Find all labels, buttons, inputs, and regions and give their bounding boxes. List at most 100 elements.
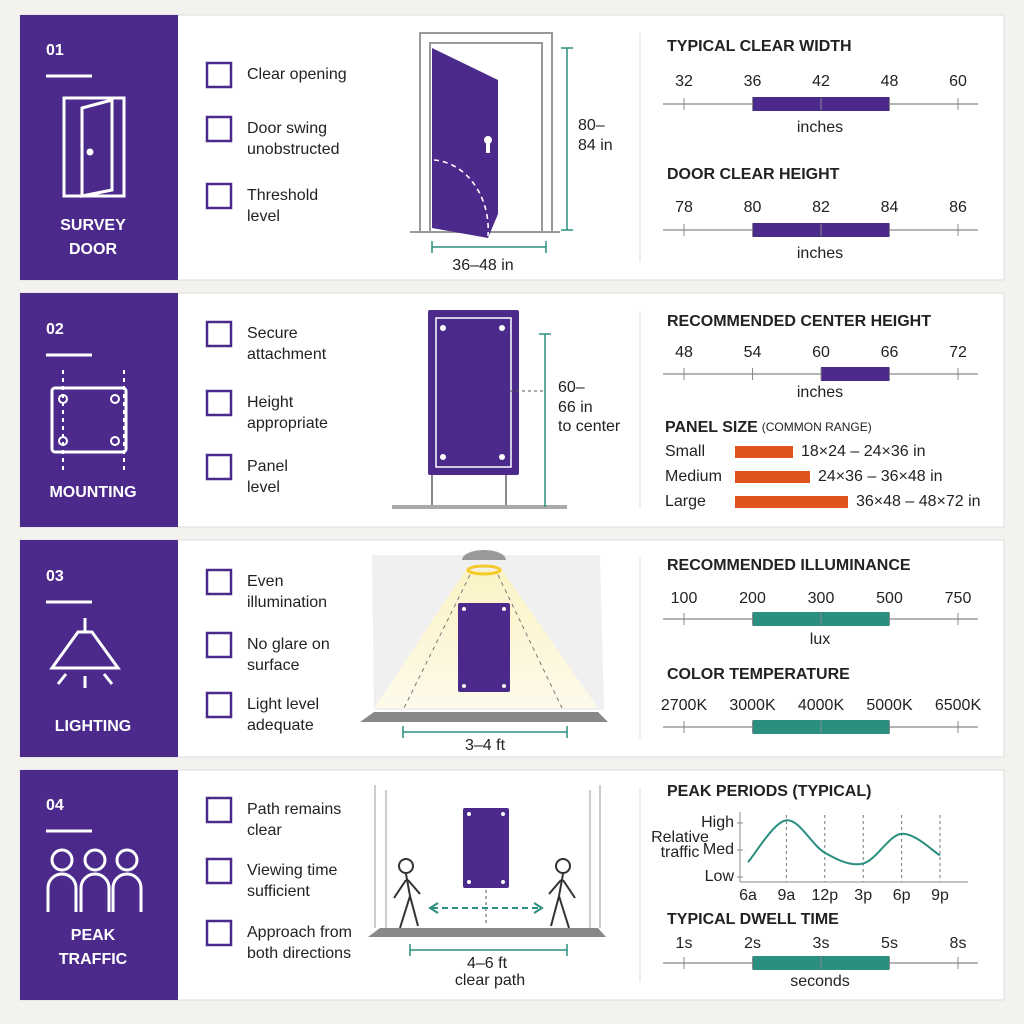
y-tick-label: Low: [705, 868, 735, 885]
scale-title: RECOMMENDED ILLUMINANCE: [667, 557, 911, 574]
checklist-item: Even: [247, 573, 283, 590]
checkbox[interactable]: [205, 389, 233, 417]
checkbox[interactable]: [205, 182, 233, 210]
checkbox[interactable]: [205, 453, 233, 481]
tick-label: 60: [812, 344, 830, 361]
section-number: 04: [46, 797, 64, 814]
checkbox[interactable]: [205, 796, 233, 824]
tick-label: 5s: [881, 935, 898, 952]
checkbox[interactable]: [205, 631, 233, 659]
checklist-item: Viewing time: [247, 862, 338, 879]
x-tick-label: 6p: [893, 887, 911, 904]
tick-label: 3000K: [729, 697, 776, 714]
size-bar: [735, 471, 810, 483]
subtitle-text: (COMMON RANGE): [762, 420, 872, 434]
checklist-item: unobstructed: [247, 141, 340, 158]
checkbox[interactable]: [205, 919, 233, 947]
checklist-item: No glare on: [247, 636, 330, 653]
tick-label: 72: [949, 344, 967, 361]
scale-title: DOOR CLEAR HEIGHT: [667, 166, 840, 183]
checklist-item: attachment: [247, 346, 327, 363]
y-axis-label: Relative: [651, 829, 709, 846]
tick-label: 4000K: [798, 697, 845, 714]
y-axis-label: traffic: [661, 844, 700, 861]
x-tick-label: 12p: [811, 887, 838, 904]
scale-title: RECOMMENDED CENTER HEIGHT: [667, 313, 931, 330]
tick-label: 80: [744, 199, 762, 216]
panel-size-title: PANEL SIZE (COMMON RANGE): [665, 419, 872, 436]
tick-label: 42: [812, 73, 830, 90]
tick-label: 750: [945, 590, 972, 607]
traffic-line: [747, 819, 941, 866]
checklist-item: sufficient: [247, 883, 310, 900]
size-bar: [735, 496, 848, 508]
scale-title: TYPICAL DWELL TIME: [667, 911, 839, 928]
checkbox[interactable]: [205, 568, 233, 596]
section-label: SURVEY: [60, 217, 126, 234]
size-name: Large: [665, 493, 706, 510]
x-tick-label: 3p: [854, 887, 872, 904]
chart-title: PEAK PERIODS (TYPICAL): [667, 783, 871, 800]
section-label: TRAFFIC: [59, 951, 128, 968]
tick-label: 500: [876, 590, 903, 607]
checkbox[interactable]: [205, 857, 233, 885]
checkbox[interactable]: [205, 115, 233, 143]
checklist-item: surface: [247, 657, 300, 674]
scale-unit: inches: [797, 119, 843, 136]
section-band: [20, 15, 178, 280]
checklist-item: Secure: [247, 325, 298, 342]
tick-label: 48: [881, 73, 899, 90]
tick-label: 84: [881, 199, 899, 216]
tick-label: 1s: [676, 935, 693, 952]
section-label: MOUNTING: [49, 484, 136, 501]
section-number: 03: [46, 568, 64, 585]
tick-label: 60: [949, 73, 967, 90]
checkbox[interactable]: [205, 61, 233, 89]
section-number: 02: [46, 321, 64, 338]
size-range: 36×48 – 48×72 in: [856, 493, 981, 510]
scale-title: COLOR TEMPERATURE: [667, 666, 850, 683]
scale-unit: seconds: [790, 973, 850, 990]
size-range: 18×24 – 24×36 in: [801, 443, 926, 460]
checklist-item: Light level: [247, 696, 319, 713]
size-name: Small: [665, 443, 705, 460]
checkbox[interactable]: [205, 320, 233, 348]
lamp-icon: [49, 618, 121, 688]
door-icon: [62, 96, 126, 198]
size-bar: [735, 446, 793, 458]
section-label: DOOR: [69, 241, 117, 258]
tick-label: 100: [671, 590, 698, 607]
section-band: [20, 770, 178, 1000]
tick-label: 86: [949, 199, 967, 216]
mount-icon: [50, 370, 128, 470]
dimension-label: 4–6 ft: [467, 955, 508, 972]
size-name: Medium: [665, 468, 722, 485]
checklist-item: Door swing: [247, 120, 327, 137]
checklist-item: level: [247, 479, 280, 496]
checklist-item: Path remains: [247, 801, 341, 818]
dimension-label: 60–: [558, 379, 585, 396]
tick-label: 200: [739, 590, 766, 607]
x-tick-label: 6a: [739, 887, 757, 904]
tick-label: 3s: [813, 935, 830, 952]
dimension-label: 84 in: [578, 137, 613, 154]
people-icon: [46, 848, 143, 912]
tick-label: 32: [675, 73, 693, 90]
content: 01 SURVEY DOOR Clear opening Door swing unobs…: [46, 38, 981, 990]
checklist-item: appropriate: [247, 415, 328, 432]
section-band: [20, 540, 178, 757]
tick-label: 36: [744, 73, 762, 90]
x-tick-label: 9p: [931, 887, 949, 904]
tick-label: 2s: [744, 935, 761, 952]
scale-unit: lux: [810, 631, 830, 648]
tick-label: 5000K: [866, 697, 913, 714]
door-illustration: 36–48 in 80– 84 in: [410, 32, 613, 274]
scale-unit: inches: [797, 245, 843, 262]
checklist-item: level: [247, 208, 280, 225]
tick-label: 8s: [950, 935, 967, 952]
tick-label: 66: [881, 344, 899, 361]
section-label: LIGHTING: [55, 718, 131, 735]
checkbox[interactable]: [205, 691, 233, 719]
dimension-label: 80–: [578, 117, 605, 134]
